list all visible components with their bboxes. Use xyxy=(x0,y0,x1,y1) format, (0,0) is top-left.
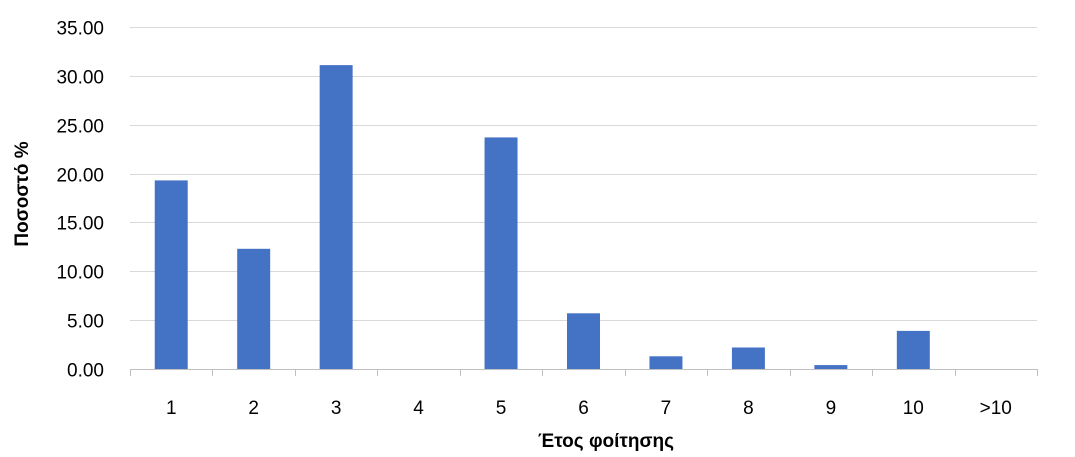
bar-6 xyxy=(567,313,600,369)
y-tick-label: 20.00 xyxy=(56,166,104,187)
bar-9 xyxy=(814,365,848,369)
axes xyxy=(130,369,1038,376)
bar-3 xyxy=(319,65,353,370)
x-tick-label: 8 xyxy=(743,398,754,419)
x-tick-label: 7 xyxy=(661,398,672,419)
y-tick-label: 25.00 xyxy=(56,117,104,138)
y-tick-labels: 0.00 5.00 10.00 15.00 20.00 25.00 30.00 35.00 xyxy=(56,19,104,382)
y-tick-label: 5.00 xyxy=(67,312,104,333)
x-tick-label: 10 xyxy=(903,398,924,419)
bar-5 xyxy=(484,137,518,369)
y-tick-label: 30.00 xyxy=(56,68,104,89)
x-tick-label: 4 xyxy=(413,398,424,419)
x-tick-label: 2 xyxy=(248,398,259,419)
x-tick-label: 6 xyxy=(578,398,589,419)
x-tick-label: 9 xyxy=(826,398,837,419)
y-tick-label: 15.00 xyxy=(56,214,104,235)
bar-8 xyxy=(731,347,765,369)
bar-1 xyxy=(154,180,188,369)
bars xyxy=(154,65,930,370)
x-tick-label: 1 xyxy=(166,398,177,419)
bar-2 xyxy=(237,248,271,369)
bar-10 xyxy=(896,330,930,369)
y-tick-label: 10.00 xyxy=(56,263,104,284)
y-tick-label: 0.00 xyxy=(67,361,104,382)
x-tick-label: 5 xyxy=(496,398,507,419)
x-tick-label: >10 xyxy=(980,398,1012,419)
x-tick-label: 3 xyxy=(331,398,342,419)
bar-7 xyxy=(649,356,683,369)
gridlines xyxy=(130,27,1037,321)
x-axis-title: Έτος φοίτησης xyxy=(538,431,674,452)
x-tick-labels: 1 2 3 4 5 6 7 8 9 10 >10 xyxy=(166,398,1012,419)
y-tick-label: 35.00 xyxy=(56,19,104,40)
y-axis-title: Ποσοστό % xyxy=(12,141,33,246)
